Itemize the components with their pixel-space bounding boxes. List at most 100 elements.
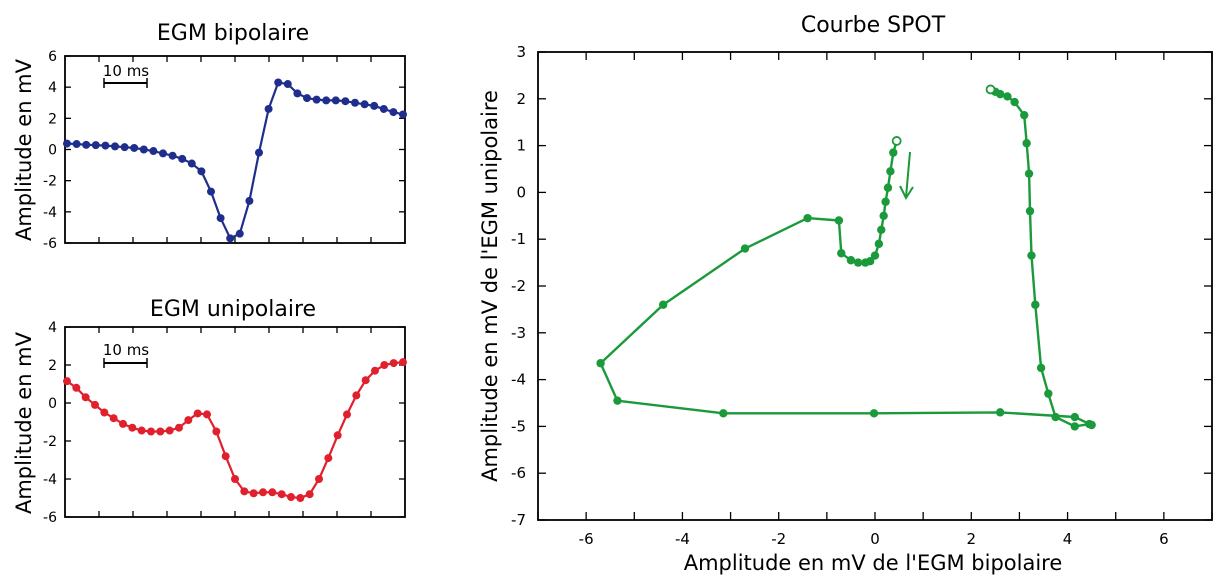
data-point <box>1027 251 1036 260</box>
y-tick-label: -4 <box>511 371 526 389</box>
chart-bipolar-scale-label: 10 ms <box>103 62 149 80</box>
y-tick-label: -6 <box>511 464 526 482</box>
direction-arrow <box>899 151 914 201</box>
data-point <box>193 409 202 418</box>
y-tick-label: -2 <box>43 174 57 190</box>
x-tick-label: 4 <box>1063 530 1073 548</box>
chart-spot-ylabel: Amplitude en mV de l'EGM unipolaire <box>478 90 502 482</box>
chart-bipolar-ylabel: Amplitude en mV <box>12 58 36 241</box>
data-point <box>303 94 311 103</box>
y-tick-label: 0 <box>48 396 57 412</box>
data-point <box>1020 110 1029 120</box>
data-point <box>82 140 91 149</box>
data-point <box>883 183 893 192</box>
y-tick-label: -6 <box>43 236 57 252</box>
data-point <box>315 475 323 483</box>
y-tick-label: 2 <box>516 90 526 108</box>
data-point <box>178 154 187 163</box>
data-point <box>245 196 254 205</box>
data-point <box>389 359 398 368</box>
data-point <box>240 487 249 496</box>
data-point <box>175 423 183 432</box>
data-point <box>719 409 728 418</box>
data-point <box>72 140 81 149</box>
data-point <box>1070 422 1079 431</box>
data-point <box>834 216 844 225</box>
data-point <box>91 400 99 409</box>
chart-unipolar-scale-label: 10 ms <box>103 341 149 359</box>
data-point <box>221 452 230 461</box>
y-tick-label: 2 <box>48 111 57 127</box>
data-point <box>351 98 359 107</box>
data-point <box>596 359 605 368</box>
data-point <box>277 490 286 499</box>
y-tick-label: 2 <box>48 358 57 374</box>
chart-spot: Courbe SPOT 3 2 1 0 -1 -2 -3 -4 -5 -6 -7 -6 -4 -2 0 2 4… <box>478 13 1213 575</box>
data-point <box>853 258 863 267</box>
data-point <box>877 225 886 235</box>
data-point <box>293 89 302 98</box>
x-tick-label: -6 <box>579 530 594 548</box>
data-point <box>370 101 379 110</box>
data-point <box>63 377 71 386</box>
data-point <box>380 361 389 369</box>
data-point <box>1036 363 1046 373</box>
y-tick-label: 1 <box>516 137 526 155</box>
data-point <box>1003 92 1012 101</box>
data-point <box>120 143 129 152</box>
data-point <box>343 410 351 419</box>
y-tick-label: -5 <box>511 417 526 435</box>
data-point <box>399 358 407 367</box>
data-point <box>216 214 225 223</box>
data-point <box>287 493 295 502</box>
data-point <box>389 108 398 117</box>
data-point <box>846 256 856 265</box>
data-point <box>149 147 158 156</box>
data-point <box>197 167 206 176</box>
data-point <box>1022 139 1031 148</box>
data-point <box>255 148 263 157</box>
data-point <box>147 427 155 436</box>
y-tick-label: -1 <box>511 230 526 248</box>
chart-unipolar-title: EGM unipolaire <box>150 297 316 322</box>
data-point <box>613 396 622 405</box>
data-point <box>91 141 100 150</box>
data-point <box>1070 412 1079 422</box>
data-point <box>63 139 71 148</box>
data-point <box>879 211 888 220</box>
y-tick-label: 0 <box>516 183 526 201</box>
y-tick-label: 4 <box>48 320 57 336</box>
data-point <box>803 213 812 223</box>
chart-bipolar-title: EGM bipolaire <box>157 21 309 46</box>
data-point <box>101 141 110 150</box>
y-tick-label: 3 <box>516 43 526 61</box>
chart-spot-title: Courbe SPOT <box>801 13 946 38</box>
data-point <box>165 426 174 435</box>
data-point <box>235 229 244 238</box>
data-point <box>861 258 870 267</box>
data-point <box>184 416 193 425</box>
data-point <box>130 143 139 152</box>
y-tick-label: 4 <box>48 80 57 96</box>
data-point <box>658 300 668 309</box>
data-point <box>159 149 167 158</box>
y-tick-label: -6 <box>43 510 57 526</box>
x-tick-label: 0 <box>870 530 880 548</box>
data-point <box>881 197 890 206</box>
data-point <box>740 244 750 253</box>
data-point <box>333 431 342 440</box>
data-point <box>331 96 340 105</box>
data-point <box>156 427 165 436</box>
data-point <box>1024 169 1034 178</box>
y-tick-label: -3 <box>511 324 526 342</box>
data-point <box>81 393 90 402</box>
x-tick-label: 6 <box>1159 530 1169 548</box>
data-point <box>207 187 215 196</box>
endpoint-marker <box>891 136 902 146</box>
data-point <box>187 159 196 168</box>
y-tick-label: 0 <box>48 143 57 159</box>
direction-arrow-head <box>899 185 914 201</box>
x-tick-label: -2 <box>771 530 786 548</box>
spot-loop-line <box>599 88 1093 428</box>
